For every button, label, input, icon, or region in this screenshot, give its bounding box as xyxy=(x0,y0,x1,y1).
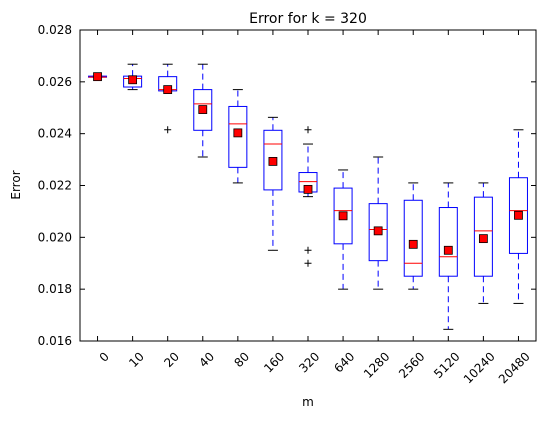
x-tick-label-20480: 20480 xyxy=(496,349,533,386)
x-tick-label-160: 160 xyxy=(261,349,287,375)
y-tick-label-0.022: 0.022 xyxy=(38,179,72,193)
mean-marker-20480 xyxy=(514,210,523,220)
x-tick-label-2560: 2560 xyxy=(396,349,427,380)
x-tick-label-640: 640 xyxy=(331,349,357,375)
y-tick-label-0.028: 0.028 xyxy=(38,23,72,37)
x-tick-label-40: 40 xyxy=(196,349,217,370)
mean-marker-80 xyxy=(233,128,243,138)
chart-title: Error for k = 320 xyxy=(249,11,367,27)
box-80 xyxy=(228,105,248,168)
x-tick-label-5120: 5120 xyxy=(431,349,462,380)
box-1280 xyxy=(368,203,388,262)
flier-320-0 xyxy=(304,126,312,134)
mean-marker-10240 xyxy=(478,234,488,244)
mean-marker-5120 xyxy=(443,245,453,255)
y-tick-label-0.026: 0.026 xyxy=(38,75,72,89)
mean-marker-1280 xyxy=(373,226,383,236)
x-tick-label-80: 80 xyxy=(231,349,252,370)
mean-marker-10 xyxy=(128,75,138,85)
mean-marker-40 xyxy=(198,105,208,114)
x-tick-label-320: 320 xyxy=(296,349,322,375)
mean-marker-640 xyxy=(338,211,348,221)
box-20480 xyxy=(508,177,528,254)
x-tick-label-10240: 10240 xyxy=(461,349,498,386)
flier-320-1 xyxy=(304,246,312,254)
box-2560 xyxy=(403,199,423,277)
mean-marker-0 xyxy=(93,72,102,82)
plot-area: 0.016 0.018 0.020 0.022 0.024 0.026 0.028 0 10 20… xyxy=(38,23,537,386)
box-160 xyxy=(263,129,283,191)
x-tick-label-1280: 1280 xyxy=(361,349,392,380)
y-tick-label-0.018: 0.018 xyxy=(38,282,72,296)
y-tick-label-0.016: 0.016 xyxy=(38,334,72,348)
box-10240 xyxy=(473,196,493,277)
x-axis-label: m xyxy=(302,395,314,409)
box-40 xyxy=(193,89,213,131)
flier-20-0 xyxy=(164,126,172,134)
mean-marker-20 xyxy=(163,85,173,95)
x-tick-label-10: 10 xyxy=(126,349,147,370)
mean-marker-320 xyxy=(303,184,313,194)
mean-marker-2560 xyxy=(408,239,418,249)
y-tick-label-0.020: 0.020 xyxy=(38,230,72,244)
y-axis-label: Error xyxy=(9,170,23,199)
flier-320-2 xyxy=(304,259,312,267)
x-tick-label-0: 0 xyxy=(97,349,112,364)
mean-marker-160 xyxy=(268,156,278,166)
x-tick-label-20: 20 xyxy=(161,349,182,370)
box-640 xyxy=(333,187,353,245)
box-5120 xyxy=(438,207,458,277)
y-tick-label-0.024: 0.024 xyxy=(38,127,72,141)
